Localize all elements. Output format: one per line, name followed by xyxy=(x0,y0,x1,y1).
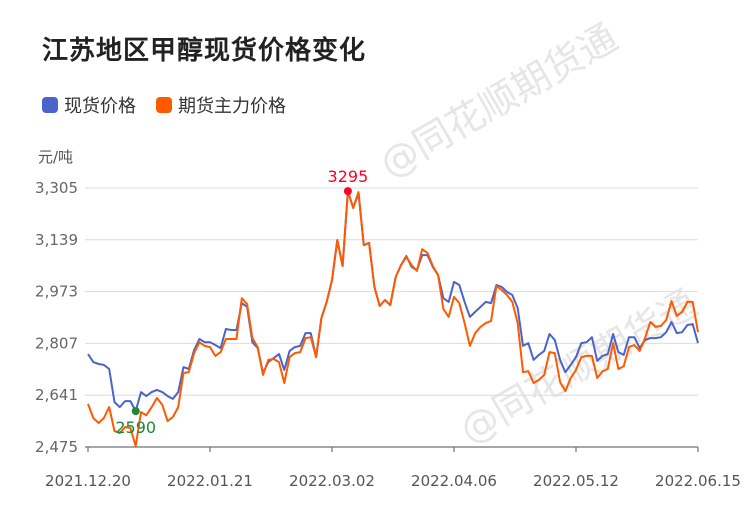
x-tick-label: 2022.04.06 xyxy=(411,472,497,490)
annotation-point-max xyxy=(343,187,352,196)
y-tick-label: 2,973 xyxy=(35,283,78,301)
x-tick-label: 2022.01.21 xyxy=(167,472,253,490)
legend-swatch-futures xyxy=(156,97,172,113)
y-tick-label: 2,807 xyxy=(35,334,78,352)
watermark-text: @同花顺期货通 xyxy=(452,281,704,452)
legend-label-spot: 现货价格 xyxy=(64,96,136,117)
series-line-spot xyxy=(87,190,699,413)
x-tick-label: 2022.06.15 xyxy=(655,472,741,490)
series-line-futures xyxy=(87,190,699,448)
watermark-text: @同花顺期货通 xyxy=(372,15,624,186)
x-tick-label: 2022.03.02 xyxy=(289,472,375,490)
y-tick-label: 3,139 xyxy=(35,231,78,249)
y-tick-label: 2,641 xyxy=(35,386,78,404)
annotation-point-min xyxy=(131,407,140,416)
y-tick-label: 2,475 xyxy=(35,438,78,456)
annotation-label-max: 3295 xyxy=(328,167,369,186)
y-axis-unit: 元/吨 xyxy=(38,148,74,166)
legend-label-futures: 期货主力价格 xyxy=(178,96,286,117)
y-tick-label: 3,305 xyxy=(35,179,78,197)
chart-title: 江苏地区甲醇现货价格变化 xyxy=(42,36,367,66)
annotation-label-min: 2590 xyxy=(115,418,156,437)
legend-swatch-spot xyxy=(42,97,58,113)
x-tick-label: 2022.05.12 xyxy=(533,472,619,490)
legend-item-futures[interactable]: 期货主力价格 xyxy=(156,92,286,118)
legend-item-spot[interactable]: 现货价格 xyxy=(42,92,136,118)
x-tick-label: 2021.12.20 xyxy=(45,472,131,490)
legend: 现货价格 期货主力价格 xyxy=(42,92,286,118)
